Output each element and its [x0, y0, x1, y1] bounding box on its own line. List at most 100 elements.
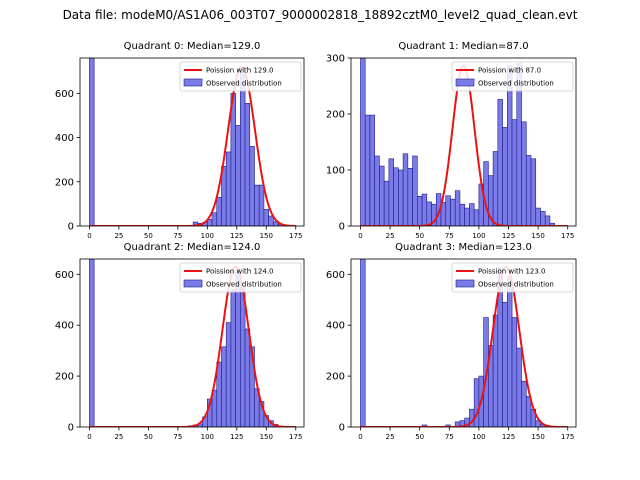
x-tick-label: 25	[386, 433, 395, 441]
y-tick-label: 200	[55, 177, 74, 188]
x-tick-label: 0	[87, 232, 91, 240]
histogram-bar	[535, 420, 541, 427]
x-tick-label: 125	[502, 232, 515, 240]
axes-frame	[350, 258, 577, 428]
quadrant-1-legend: Poission with 87.0 Observed distribution	[451, 61, 574, 92]
histogram-bar	[249, 146, 255, 226]
histogram-bar	[374, 155, 380, 226]
histogram-bar	[417, 196, 423, 226]
legend-label-poisson: Poission with 129.0	[206, 67, 274, 75]
y-tick-label: 200	[326, 372, 345, 383]
legend-box	[179, 61, 302, 92]
histogram-bar	[235, 125, 241, 226]
quadrant-2-title: Quadrant 2: Median=124.0	[124, 242, 261, 253]
legend-bar-swatch	[455, 279, 475, 288]
quadrant-1-title: Quadrant 1: Median=87.0	[398, 41, 528, 52]
x-tick-label: 150	[531, 433, 544, 441]
histogram-bar	[426, 201, 432, 226]
x-tick-label: 25	[114, 433, 123, 441]
quadrant-0-plot	[89, 58, 296, 226]
histogram-bar	[211, 212, 218, 226]
legend-label-poisson: Poission with 124.0	[206, 268, 274, 276]
histogram-bar	[393, 167, 399, 226]
histogram-bar	[521, 380, 527, 427]
x-tick-label: 25	[386, 232, 395, 240]
quadrant-0-panel: Quadrant 0: Median=129.0 0 25 50 75 100 125 150…	[55, 41, 305, 240]
quadrant-0-legend: Poission with 129.0 Observed distribution	[179, 61, 302, 92]
histogram-bar	[511, 317, 518, 427]
histogram-bar	[230, 289, 236, 427]
axes-frame	[79, 258, 305, 428]
legend-bar-swatch	[455, 78, 475, 87]
y-tick-label: 200	[55, 372, 74, 383]
histogram-bar	[244, 328, 251, 427]
histogram-bar	[402, 153, 409, 226]
x-tick-label: 50	[144, 232, 153, 240]
histogram-bar	[388, 158, 394, 226]
histogram-bar	[530, 158, 537, 226]
histogram-bar	[225, 322, 232, 427]
histogram-bar	[273, 221, 279, 226]
y-tick-label: 0	[339, 222, 345, 233]
legend-label-observed: Observed distribution	[478, 281, 554, 289]
histogram-bar	[216, 196, 222, 226]
histogram-bar	[464, 207, 470, 226]
x-tick-label: 150	[260, 232, 273, 240]
histogram-bar	[421, 193, 428, 226]
x-tick-label: 100	[472, 433, 485, 441]
histogram-bar	[240, 68, 246, 226]
y-tick-label: 300	[326, 54, 345, 65]
x-tick-label: 150	[531, 232, 544, 240]
y-tick-label: 0	[339, 423, 345, 434]
x-tick-label: 0	[358, 232, 362, 240]
legend-box	[451, 262, 574, 293]
x-tick-label: 0	[87, 433, 91, 441]
x-tick-label: 175	[289, 433, 302, 441]
quadrant-3-panel: Quadrant 3: Median=123.0 0 25 50 75 100 125 150…	[326, 242, 577, 441]
histogram-bar	[225, 151, 232, 226]
x-tick-label: 125	[230, 433, 243, 441]
x-tick-label: 50	[415, 232, 424, 240]
histogram-bar	[535, 207, 541, 226]
x-tick-label: 0	[358, 433, 362, 441]
histogram-bar	[407, 168, 413, 226]
x-tick-label: 100	[472, 232, 485, 240]
x-tick-label: 75	[173, 433, 182, 441]
histogram-bar	[379, 165, 385, 226]
x-tick-label: 75	[173, 232, 182, 240]
x-tick-label: 125	[230, 232, 243, 240]
histogram-bar	[254, 184, 260, 226]
x-tick-label: 125	[502, 433, 515, 441]
histogram-bar	[450, 198, 456, 226]
x-tick-label: 50	[144, 433, 153, 441]
histogram-bar	[369, 114, 375, 226]
axes-frame	[350, 57, 577, 227]
histogram-bar	[507, 276, 513, 427]
x-tick-label: 25	[114, 232, 123, 240]
legend-label-observed: Observed distribution	[206, 80, 282, 88]
quadrant-3-legend: Poission with 123.0 Observed distribution	[451, 262, 574, 293]
poisson-curve	[89, 265, 296, 427]
histogram-bar	[525, 155, 532, 226]
x-tick-label: 75	[445, 232, 454, 240]
histogram-bar	[360, 58, 366, 226]
histogram-bar	[459, 203, 465, 226]
y-tick-label: 100	[326, 166, 345, 177]
x-tick-label: 175	[289, 232, 302, 240]
quadrant-0-title: Quadrant 0: Median=129.0	[124, 41, 261, 52]
x-tick-label: 100	[201, 232, 214, 240]
legend-bar-swatch	[183, 78, 203, 87]
histogram-bar	[540, 211, 546, 226]
histogram-bar	[230, 93, 236, 226]
histogram-bar	[483, 161, 489, 226]
histogram-bar	[89, 259, 95, 427]
histogram-bar	[502, 301, 508, 427]
histogram-bar	[216, 361, 222, 427]
histogram-bar	[473, 378, 480, 427]
histogram-bar	[454, 190, 461, 226]
histogram-bar	[521, 121, 527, 226]
figure-title: Data file: modeM0/AS1A06_003T07_90000028…	[62, 8, 578, 22]
quadrant-2-panel: Quadrant 2: Median=124.0 0 25 50 75 100 125 150…	[55, 242, 305, 441]
y-tick-label: 600	[55, 89, 74, 100]
